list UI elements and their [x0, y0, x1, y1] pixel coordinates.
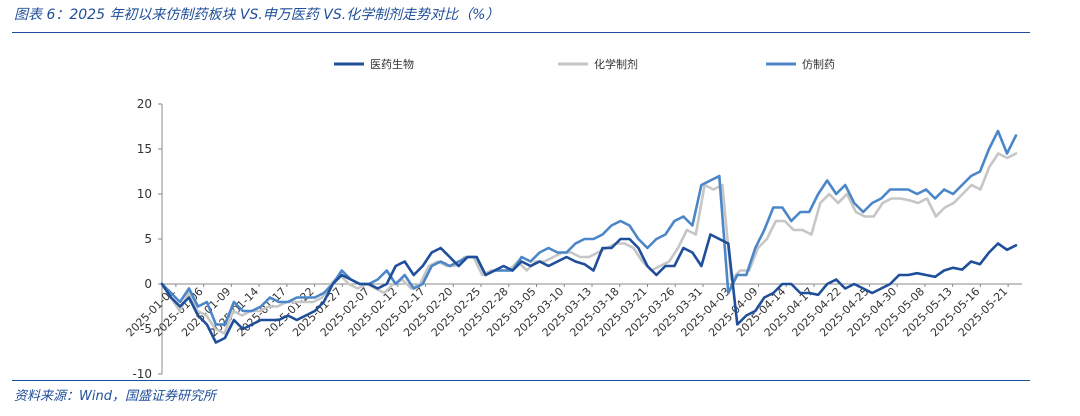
legend: 医药生物 化学制剂 仿制药	[334, 57, 835, 71]
y-axis: -10 -5 0 5 10 15 20	[132, 97, 163, 380]
series-line-2	[160, 129, 1018, 326]
y-tick-label: -10	[132, 367, 152, 380]
legend-label-2: 仿制药	[802, 58, 835, 71]
y-tick-label: -5	[140, 322, 152, 336]
y-tick-label: 15	[137, 142, 152, 156]
series-lines	[160, 129, 1018, 344]
y-tick-label: 20	[137, 97, 152, 111]
y-tick-label: 5	[144, 232, 152, 246]
legend-label-0: 医药生物	[370, 57, 414, 71]
y-tick-label: 0	[144, 277, 152, 291]
source-note: 资料来源：Wind，国盛证券研究所	[14, 389, 216, 404]
chart-title: 图表 6：2025 年初以来仿制药板块 VS.申万医药 VS.化学制剂走势对比（…	[14, 7, 500, 23]
source-rule	[12, 380, 1030, 381]
series-line-1	[160, 152, 1018, 335]
title-rule	[12, 32, 1030, 33]
series-line-0	[160, 233, 1018, 344]
y-tick-label: 10	[137, 187, 152, 201]
legend-label-1: 化学制剂	[594, 57, 638, 71]
